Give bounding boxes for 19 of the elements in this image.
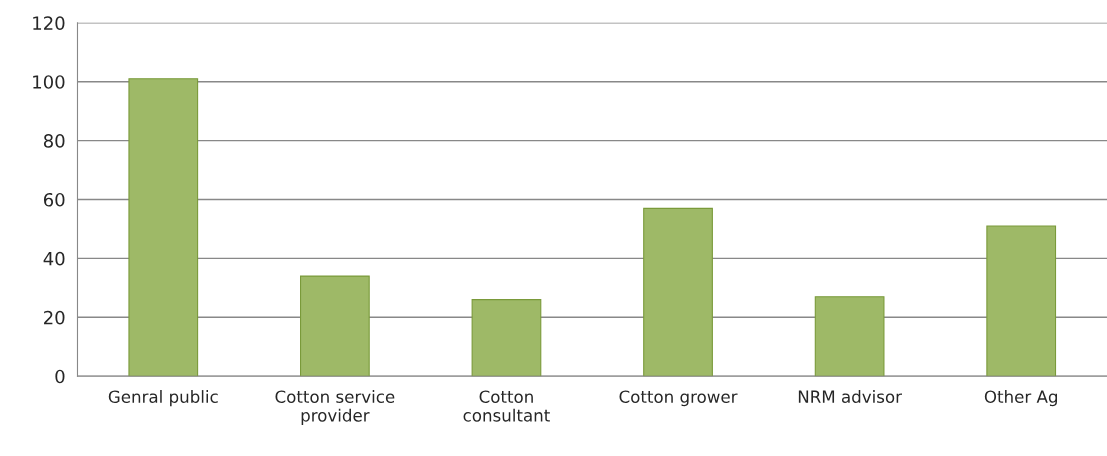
bar: [299, 275, 370, 377]
y-tick-label: 20: [44, 310, 65, 325]
y-tick-label: 100: [33, 75, 65, 89]
x-tick-label: Genral public: [108, 390, 218, 407]
x-tick-label: Cotton grower: [619, 390, 738, 407]
bar: [128, 78, 199, 377]
y-tick-label: 40: [43, 251, 65, 266]
y-tick-label: 60: [43, 192, 65, 207]
bar: [986, 225, 1057, 377]
y-tick-label: 120: [33, 16, 65, 30]
bar: [471, 299, 542, 377]
y-tick-label: 0: [55, 369, 65, 384]
x-tick-label: NRM advisor: [798, 390, 902, 403]
bar: [643, 207, 713, 377]
bar: [814, 296, 885, 377]
x-tick-label: Other Ag: [984, 390, 1057, 407]
x-tick-label: Cotton service provider: [275, 390, 395, 425]
x-tick-label: Cotton consultant: [463, 390, 550, 422]
y-tick-label: 80: [43, 134, 65, 148]
